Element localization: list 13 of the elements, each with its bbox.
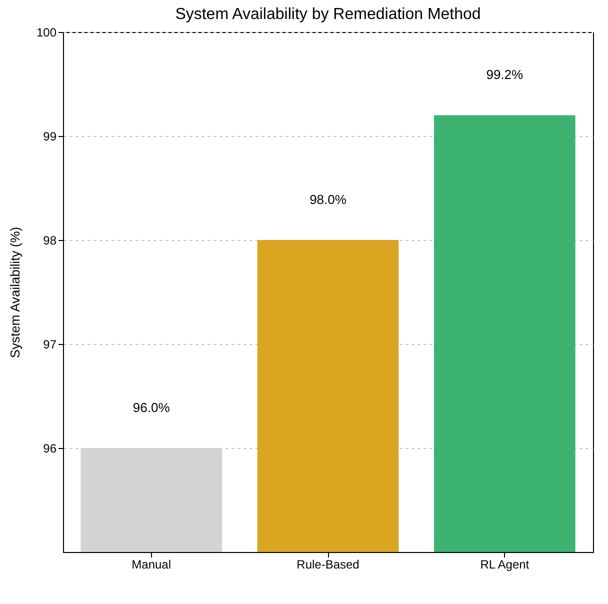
y-tick-label: 100 — [36, 26, 57, 40]
data-label: 96.0% — [132, 400, 170, 415]
data-label: 99.2% — [486, 67, 524, 82]
y-axis-title: System Availability (%) — [7, 226, 22, 358]
y-tick-label: 98 — [43, 234, 57, 248]
x-tick-label: Manual — [132, 558, 172, 572]
data-label: 98.0% — [310, 192, 347, 207]
x-tick-label: Rule-Based — [296, 558, 360, 572]
y-tick-label: 97 — [43, 338, 57, 352]
y-tick-label: 99 — [43, 130, 57, 144]
x-tick-label: RL Agent — [480, 558, 530, 572]
chart-title: System Availability by Remediation Method — [175, 6, 481, 23]
y-tick-label: 96 — [43, 442, 57, 456]
